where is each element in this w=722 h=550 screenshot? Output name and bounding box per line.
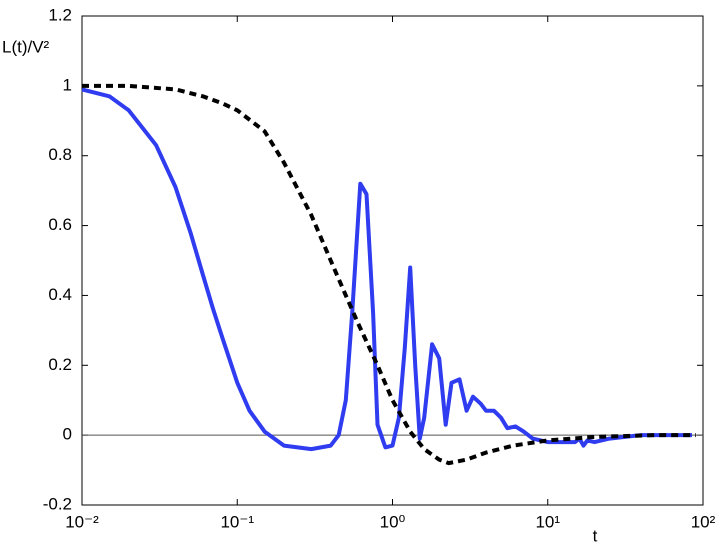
x-tick-label: 10⁰ bbox=[380, 512, 406, 531]
y-tick-label: -0.2 bbox=[43, 494, 72, 513]
y-tick-label: 0.2 bbox=[48, 355, 72, 374]
y-tick-label: 0.4 bbox=[48, 285, 72, 304]
series-line bbox=[81, 87, 692, 452]
y-tick-label: 0 bbox=[63, 425, 72, 444]
y-axis-label: L(t)/V² bbox=[2, 37, 50, 56]
y-tick-label: 1 bbox=[63, 75, 72, 94]
y-tick-label: 0.8 bbox=[48, 145, 72, 164]
plot-frame bbox=[81, 15, 704, 506]
y-tick-label: 1.2 bbox=[48, 5, 72, 24]
x-tick-label: 10² bbox=[691, 512, 716, 531]
x-tick-label: 10⁻¹ bbox=[220, 512, 254, 531]
x-tick-label: 10⁻² bbox=[65, 512, 99, 531]
y-tick-label: 0.6 bbox=[48, 215, 72, 234]
series-line bbox=[82, 83, 696, 466]
x-tick-label: 10¹ bbox=[535, 512, 560, 531]
x-axis-label: t bbox=[593, 526, 598, 545]
